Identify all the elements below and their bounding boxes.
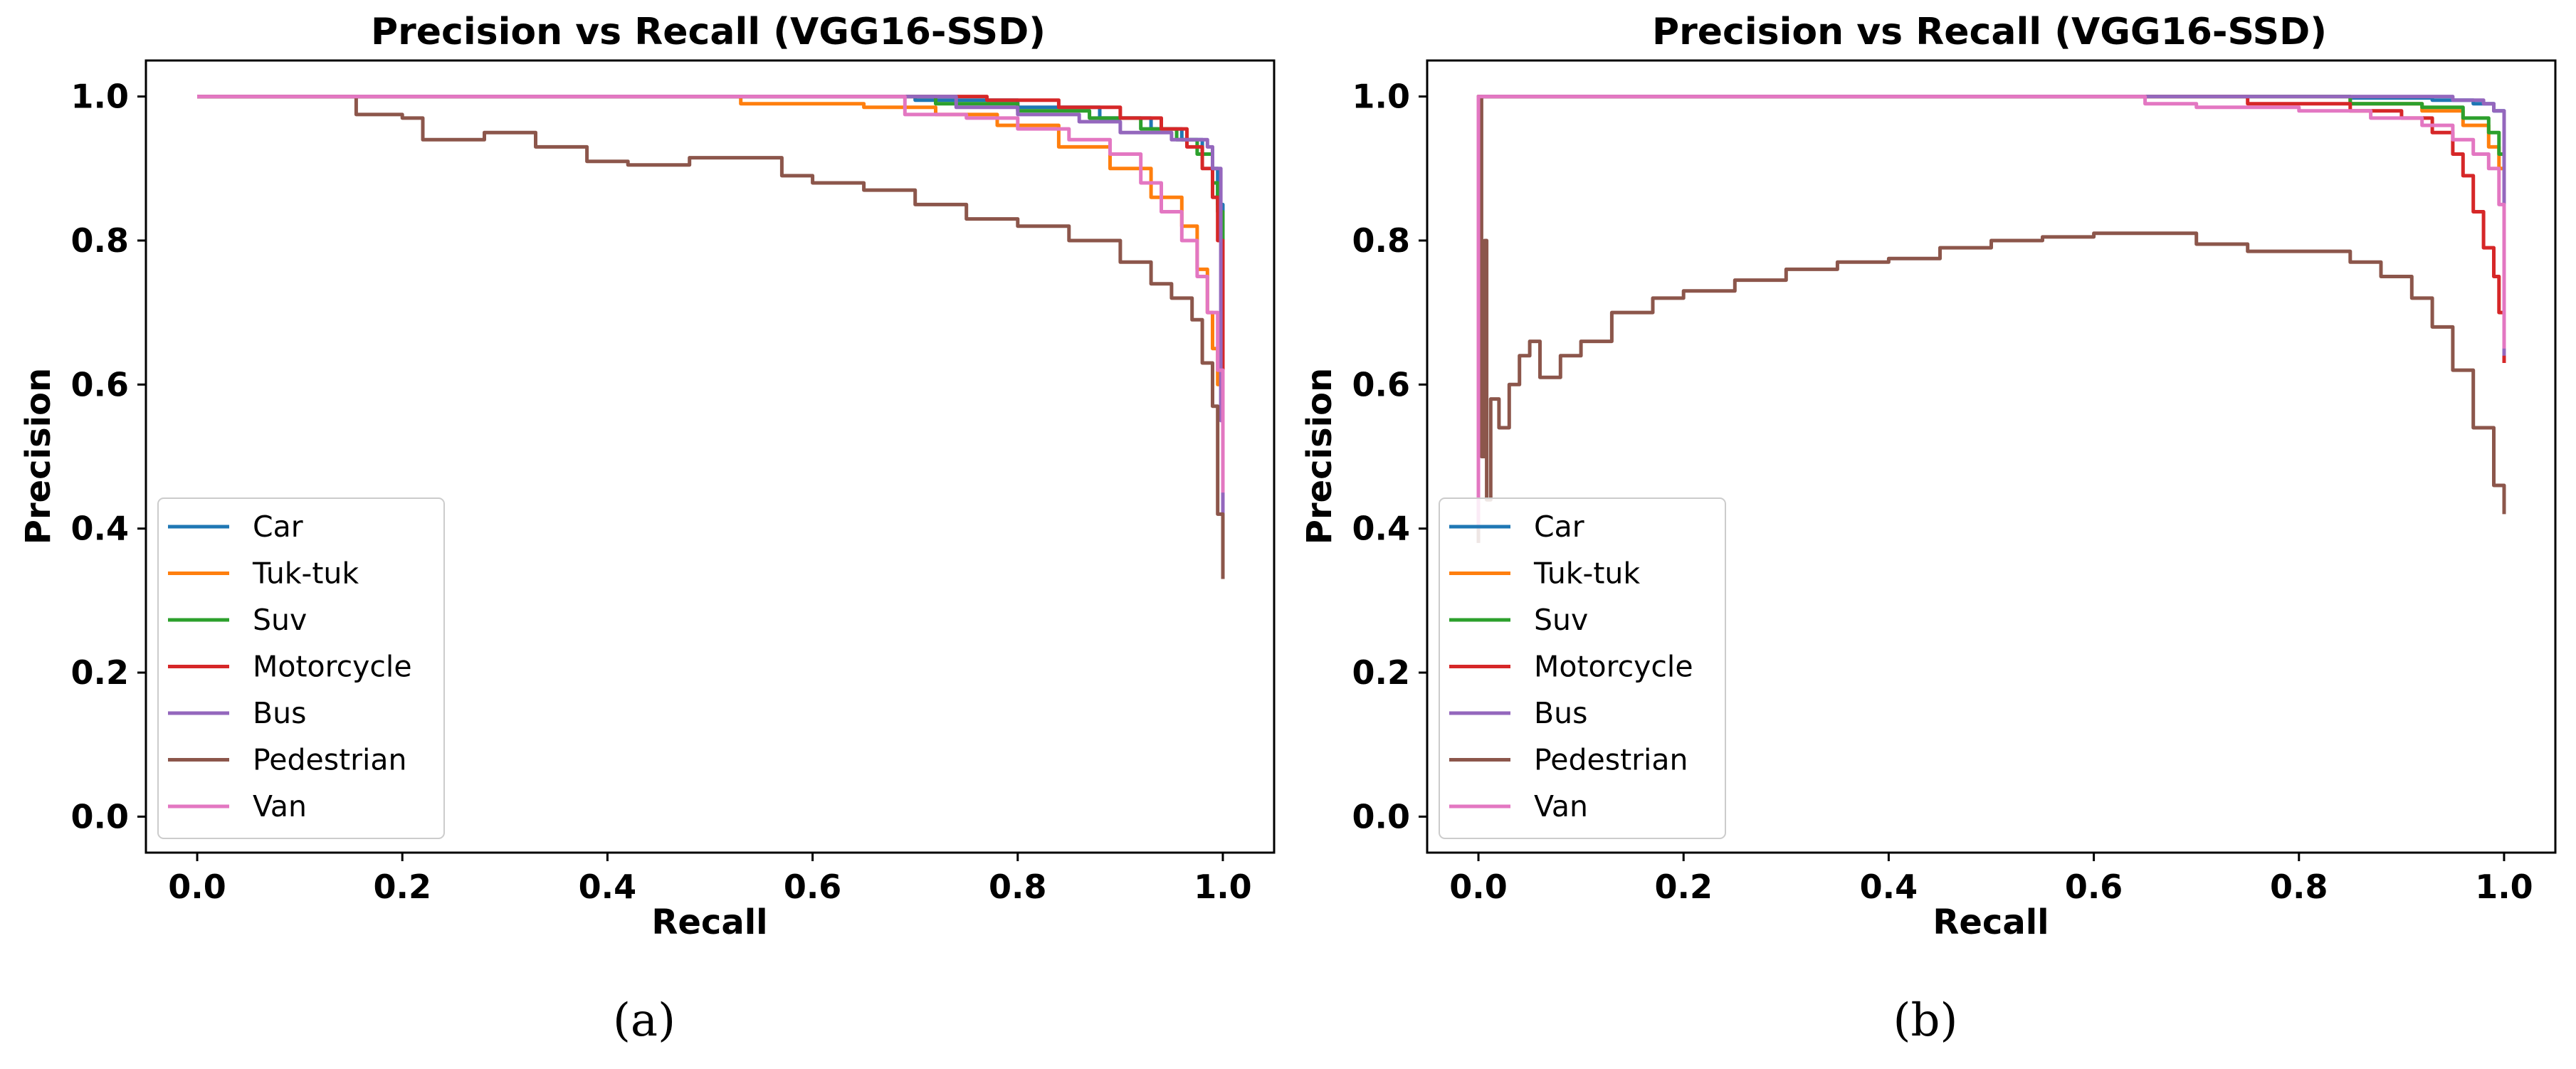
series-line-motorcycle [1476, 95, 2506, 529]
legend-label-suv: Suv [253, 603, 307, 637]
y-axis-label: Precision [19, 368, 58, 544]
y-tick-label: 0.8 [1352, 221, 1411, 260]
chart-panel-b: Precision vs Recall (VGG16-SSD) 0.0 0.2 0.… [1300, 11, 2557, 1047]
series-line-tuk-tuk [197, 95, 1225, 457]
legend-label-car: Car [1534, 510, 1584, 544]
y-tick-label: 1.0 [1352, 78, 1411, 116]
x-axis-label: Recall [1933, 902, 2049, 942]
y-tick-label: 0.2 [71, 653, 130, 692]
x-tick-label: 0.4 [1860, 868, 1918, 906]
y-tick-label: 0.4 [71, 510, 130, 548]
y-tick-label: 0.6 [71, 365, 130, 404]
x-tick-label: 1.0 [2475, 868, 2533, 906]
x-tick-label: 0.6 [784, 868, 842, 906]
chart-panel-a: Precision vs Recall (VGG16-SSD) 0.0 0.2 0.… [19, 11, 1276, 1047]
legend: Car Tuk-tuk Suv Motorcycle Bus Pedestrian Van [157, 497, 445, 839]
y-tick-label: 0.8 [71, 221, 130, 260]
x-tick-label: 0.8 [2270, 868, 2328, 906]
legend-label-bus: Bus [1534, 696, 1587, 730]
series-line-van [1476, 95, 2506, 529]
panel-caption: (a) [613, 994, 675, 1047]
series-line-pedestrian [197, 95, 1225, 579]
legend-label-tuk-tuk: Tuk-tuk [1533, 557, 1640, 591]
y-tick-label: 1.0 [71, 78, 130, 116]
legend-label-tuk-tuk: Tuk-tuk [252, 557, 359, 591]
legend-box [1439, 497, 1726, 839]
legend-label-bus: Bus [253, 696, 306, 730]
panel-caption: (b) [1893, 994, 1958, 1047]
legend: Car Tuk-tuk Suv Motorcycle Bus Pedestrian Van [1439, 497, 1726, 839]
x-tick-label: 0.2 [373, 868, 431, 906]
y-tick-label: 0.0 [71, 797, 130, 836]
y-axis-label: Precision [1300, 368, 1340, 544]
x-tick-label: 0.0 [168, 868, 226, 906]
x-tick-label: 0.0 [1449, 868, 1508, 906]
y-tick-label: 0.4 [1352, 510, 1411, 548]
x-tick-label: 0.4 [579, 868, 637, 906]
x-tick-label: 0.6 [2065, 868, 2123, 906]
x-tick-label: 0.2 [1654, 868, 1713, 906]
legend-label-motorcycle: Motorcycle [1534, 650, 1693, 684]
x-tick-label: 0.8 [989, 868, 1047, 906]
legend-label-van: Van [1534, 789, 1588, 823]
plot-frame [144, 59, 1276, 854]
legend-label-motorcycle: Motorcycle [253, 650, 412, 684]
legend-box [157, 497, 445, 839]
legend-label-pedestrian: Pedestrian [253, 743, 407, 777]
x-axis-label: Recall [651, 902, 767, 942]
legend-label-car: Car [253, 510, 303, 544]
y-tick-label: 0.2 [1352, 653, 1411, 692]
legend-label-pedestrian: Pedestrian [1534, 743, 1688, 777]
series-line-pedestrian [1476, 95, 2506, 543]
legend-label-suv: Suv [1534, 603, 1588, 637]
plot-frame [1426, 59, 2557, 854]
legend-label-van: Van [253, 789, 307, 823]
series-line-van [197, 95, 1225, 493]
chart-title: Precision vs Recall (VGG16-SSD) [1652, 11, 2327, 53]
y-tick-label: 0.0 [1352, 797, 1411, 836]
chart-title: Precision vs Recall (VGG16-SSD) [371, 11, 1046, 53]
series-line-bus [197, 95, 1225, 565]
y-tick-label: 0.6 [1352, 365, 1411, 404]
series-line-motorcycle [197, 95, 1225, 371]
x-tick-label: 1.0 [1194, 868, 1252, 906]
